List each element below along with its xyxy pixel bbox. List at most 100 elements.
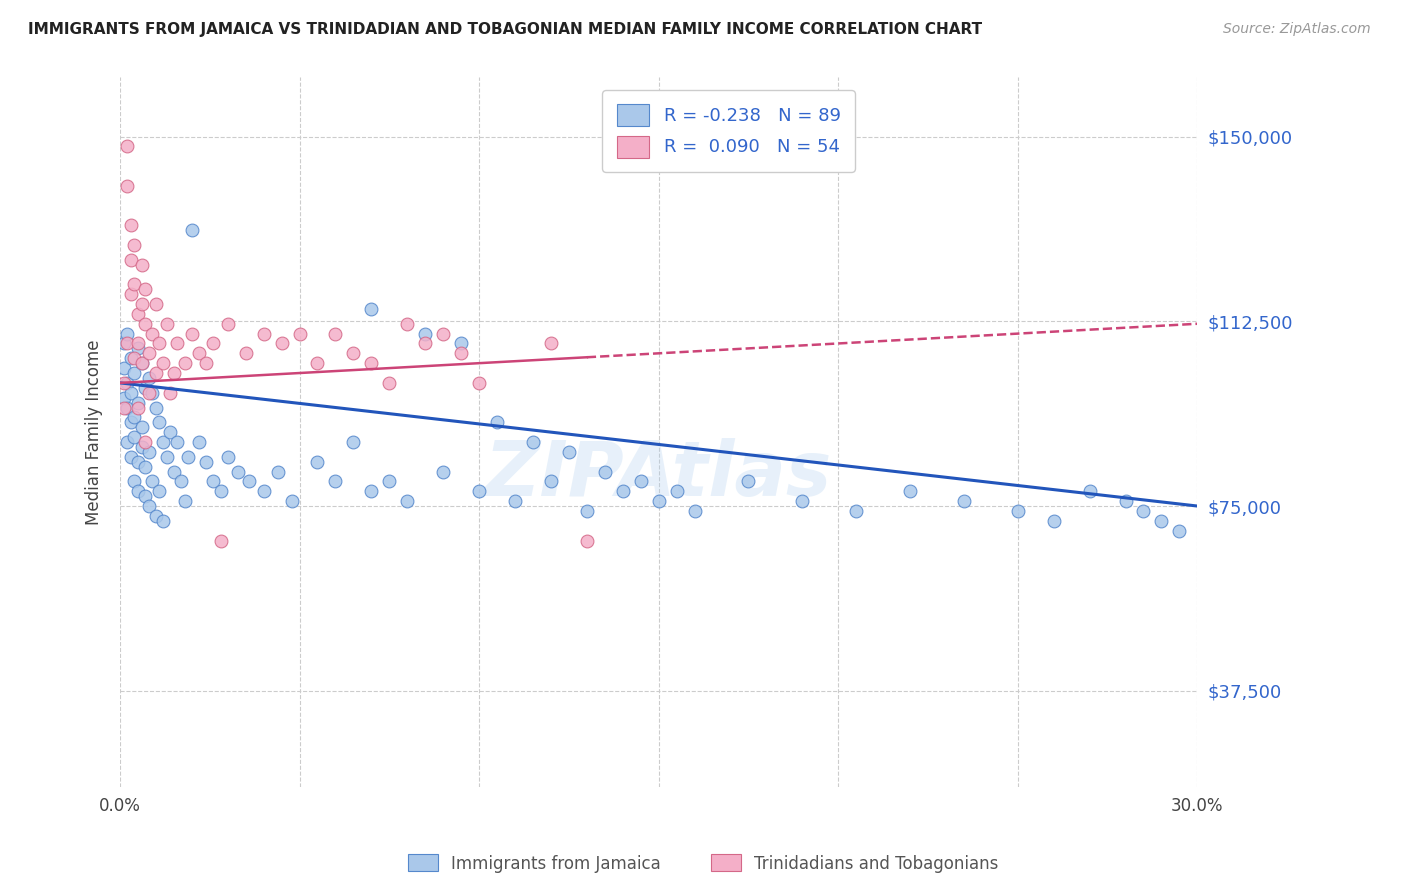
Point bbox=[737, 475, 759, 489]
Point bbox=[141, 385, 163, 400]
Legend: R = -0.238   N = 89, R =  0.090   N = 54: R = -0.238 N = 89, R = 0.090 N = 54 bbox=[602, 90, 855, 172]
Point bbox=[152, 514, 174, 528]
Point bbox=[112, 376, 135, 390]
Point bbox=[188, 435, 211, 450]
Point bbox=[173, 494, 195, 508]
Point bbox=[145, 508, 167, 523]
Point bbox=[131, 420, 153, 434]
Point bbox=[112, 336, 135, 351]
Point bbox=[540, 336, 562, 351]
Point bbox=[115, 326, 138, 341]
Point bbox=[131, 440, 153, 454]
Point bbox=[486, 415, 509, 429]
Point bbox=[112, 361, 135, 376]
Point bbox=[252, 326, 274, 341]
Point bbox=[180, 326, 202, 341]
Point bbox=[665, 484, 688, 499]
Point bbox=[845, 504, 868, 518]
Point bbox=[217, 317, 239, 331]
Text: ZIPAtlas: ZIPAtlas bbox=[485, 438, 832, 512]
Point bbox=[413, 336, 436, 351]
Point bbox=[683, 504, 706, 518]
Point bbox=[209, 533, 232, 548]
Point bbox=[202, 475, 225, 489]
Point bbox=[134, 459, 156, 474]
Point bbox=[120, 450, 142, 464]
Point bbox=[134, 435, 156, 450]
Point bbox=[307, 455, 329, 469]
Point bbox=[540, 475, 562, 489]
Point bbox=[360, 484, 382, 499]
Point bbox=[115, 139, 138, 153]
Point bbox=[1042, 514, 1064, 528]
Point bbox=[156, 317, 179, 331]
Point bbox=[115, 336, 138, 351]
Point bbox=[342, 435, 364, 450]
Point bbox=[281, 494, 304, 508]
Point bbox=[156, 450, 179, 464]
Point bbox=[792, 494, 814, 508]
Point bbox=[413, 326, 436, 341]
Point bbox=[124, 366, 146, 380]
Point bbox=[159, 425, 181, 439]
Point bbox=[138, 499, 160, 513]
Point bbox=[120, 351, 142, 366]
Point bbox=[209, 484, 232, 499]
Point bbox=[898, 484, 921, 499]
Point bbox=[112, 401, 135, 415]
Point bbox=[432, 465, 454, 479]
Point bbox=[131, 356, 153, 370]
Point bbox=[120, 415, 142, 429]
Point bbox=[953, 494, 976, 508]
Point bbox=[141, 475, 163, 489]
Point bbox=[127, 401, 149, 415]
Point bbox=[134, 282, 156, 296]
Point bbox=[131, 258, 153, 272]
Point bbox=[180, 223, 202, 237]
Point bbox=[131, 297, 153, 311]
Point bbox=[138, 445, 160, 459]
Point bbox=[396, 317, 419, 331]
Point bbox=[647, 494, 669, 508]
Point bbox=[1132, 504, 1154, 518]
Point bbox=[124, 277, 146, 292]
Point bbox=[127, 455, 149, 469]
Text: IMMIGRANTS FROM JAMAICA VS TRINIDADIAN AND TOBAGONIAN MEDIAN FAMILY INCOME CORRE: IMMIGRANTS FROM JAMAICA VS TRINIDADIAN A… bbox=[28, 22, 983, 37]
Point bbox=[115, 401, 138, 415]
Point bbox=[522, 435, 544, 450]
Point bbox=[575, 533, 598, 548]
Point bbox=[120, 287, 142, 301]
Point bbox=[450, 346, 472, 360]
Point bbox=[163, 366, 186, 380]
Point bbox=[120, 252, 142, 267]
Point bbox=[360, 356, 382, 370]
Point bbox=[177, 450, 200, 464]
Point bbox=[152, 356, 174, 370]
Point bbox=[141, 326, 163, 341]
Point bbox=[127, 307, 149, 321]
Point bbox=[1115, 494, 1137, 508]
Point bbox=[1078, 484, 1101, 499]
Point bbox=[148, 415, 170, 429]
Point bbox=[124, 430, 146, 444]
Point bbox=[120, 385, 142, 400]
Point bbox=[127, 336, 149, 351]
Point bbox=[145, 401, 167, 415]
Point bbox=[163, 465, 186, 479]
Point bbox=[1007, 504, 1029, 518]
Point bbox=[120, 219, 142, 233]
Point bbox=[468, 484, 491, 499]
Point bbox=[173, 356, 195, 370]
Point bbox=[342, 346, 364, 360]
Point bbox=[1168, 524, 1191, 538]
Point bbox=[593, 465, 616, 479]
Point bbox=[127, 342, 149, 356]
Point bbox=[468, 376, 491, 390]
Point bbox=[325, 475, 347, 489]
Y-axis label: Median Family Income: Median Family Income bbox=[86, 339, 103, 524]
Point bbox=[134, 317, 156, 331]
Point bbox=[170, 475, 193, 489]
Point bbox=[217, 450, 239, 464]
Point bbox=[195, 455, 218, 469]
Point bbox=[432, 326, 454, 341]
